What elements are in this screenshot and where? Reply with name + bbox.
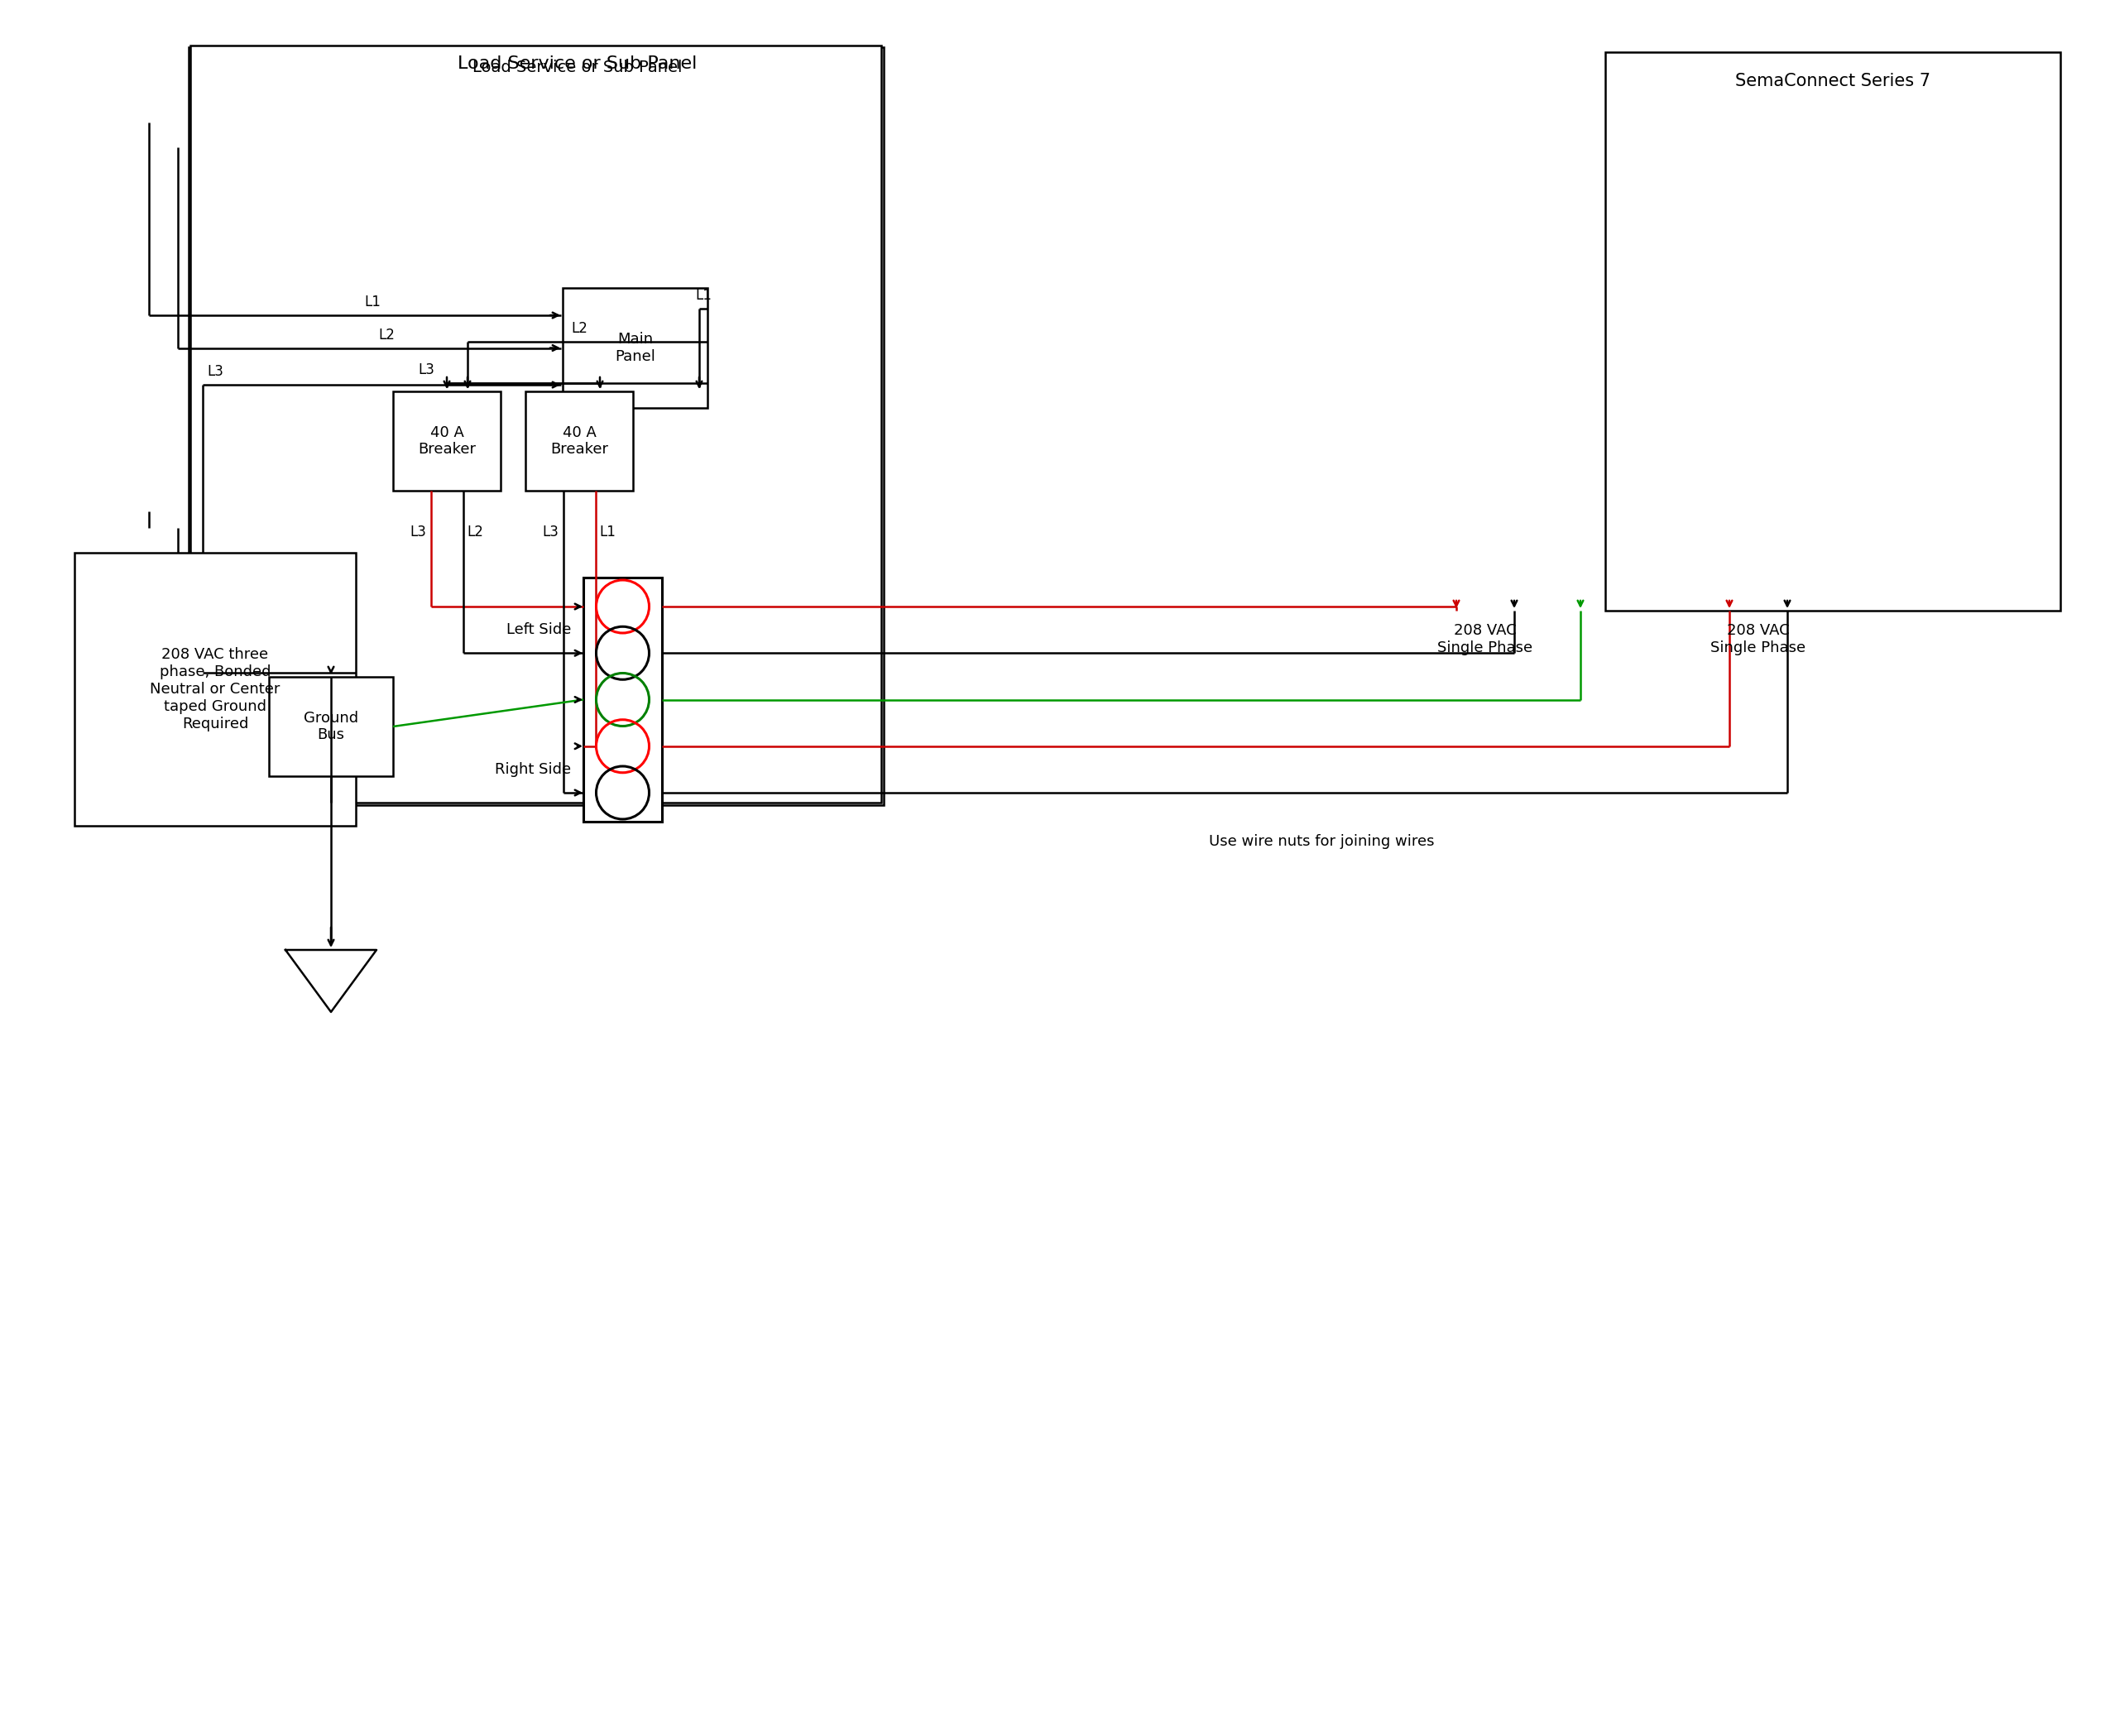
Bar bbox=[190, 45, 882, 802]
Text: Load Service or Sub Panel: Load Service or Sub Panel bbox=[458, 56, 696, 71]
Text: L3: L3 bbox=[418, 363, 435, 377]
Text: Right Side: Right Side bbox=[494, 762, 572, 778]
Bar bbox=[582, 578, 663, 821]
Bar bbox=[392, 391, 500, 491]
Bar bbox=[268, 677, 392, 776]
Text: Load Service or Sub Panel: Load Service or Sub Panel bbox=[473, 59, 682, 75]
Text: L2: L2 bbox=[466, 524, 483, 540]
Text: Main
Panel: Main Panel bbox=[614, 332, 656, 365]
Bar bbox=[188, 47, 884, 806]
Text: SemaConnect Series 7: SemaConnect Series 7 bbox=[1734, 73, 1931, 89]
Text: L3: L3 bbox=[542, 524, 559, 540]
Text: Ground
Bus: Ground Bus bbox=[304, 710, 359, 743]
Text: 40 A
Breaker: 40 A Breaker bbox=[551, 425, 608, 457]
Text: L2: L2 bbox=[378, 328, 395, 342]
Bar bbox=[563, 288, 707, 408]
Text: L1: L1 bbox=[599, 524, 616, 540]
Text: L2: L2 bbox=[572, 321, 587, 337]
Bar bbox=[74, 552, 357, 826]
Text: L3: L3 bbox=[207, 365, 224, 378]
Text: 208 VAC
Single Phase: 208 VAC Single Phase bbox=[1437, 623, 1532, 654]
Text: Left Side: Left Side bbox=[506, 621, 572, 637]
Bar bbox=[1606, 52, 2059, 611]
Text: 208 VAC three
phase, Bonded
Neutral or Center
taped Ground
Required: 208 VAC three phase, Bonded Neutral or C… bbox=[150, 648, 281, 731]
Text: Use wire nuts for joining wires: Use wire nuts for joining wires bbox=[1209, 833, 1435, 849]
Bar bbox=[525, 391, 633, 491]
Text: 208 VAC
Single Phase: 208 VAC Single Phase bbox=[1711, 623, 1806, 654]
Text: L1: L1 bbox=[365, 295, 380, 309]
Text: L3: L3 bbox=[409, 524, 426, 540]
Text: 40 A
Breaker: 40 A Breaker bbox=[418, 425, 475, 457]
Text: L1: L1 bbox=[694, 288, 711, 302]
